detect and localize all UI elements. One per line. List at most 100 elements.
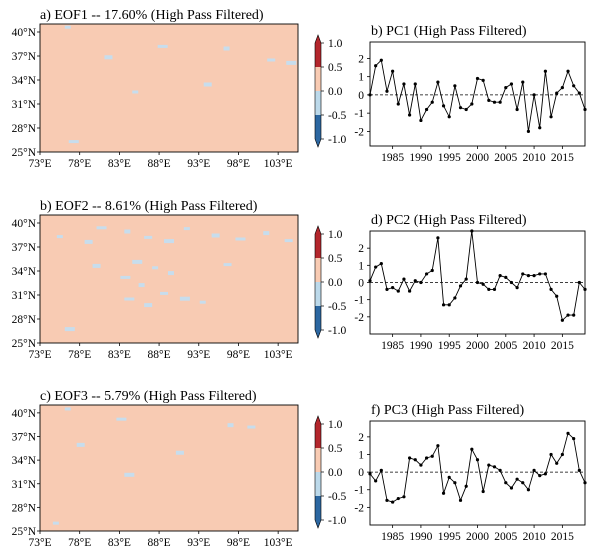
eof2-colorbar-label: -1.0 [328,325,346,337]
eof3-colorbar-label: 0.0 [328,467,343,479]
eof2-colorbar-label: 0.0 [328,277,343,289]
eof1-ytick-label: 28°N [12,123,37,135]
pc1-data-point [555,91,559,95]
eof2-ytick-label: 37°N [12,242,37,254]
eof2-patch [284,239,293,243]
pc3-data-point [396,496,400,501]
pc3-data-point [458,498,463,502]
pc1-data-point [396,102,400,106]
pc3-data-point [538,474,542,478]
pc2-xtick-label: 1985 [381,340,404,352]
eof1-patch [203,82,212,87]
pc1-data-point [577,91,581,95]
pc2-data-point [532,274,536,278]
eof2-patch [152,266,159,270]
pc1-data-point [538,126,542,130]
pc1-data-point [408,113,412,117]
pc1-data-point [424,107,429,112]
eof1-xtick-label: 98°E [227,158,250,170]
pc3-data-point [413,458,417,462]
eof3-xtick-label: 78°E [68,537,91,549]
pc1-data-point [379,58,383,62]
pc1-xtick-label: 2010 [523,152,546,164]
pc1-data-point [566,69,570,73]
eof2-patch [179,296,190,301]
pc2-data-point [538,272,542,276]
pc3-data-point [391,500,395,504]
pc2-data-point [385,287,389,291]
eof3-xtick-label: 98°E [227,537,250,549]
eof2-patch [235,237,246,241]
eof2-colorbar-extend-top [315,226,321,234]
pc2-data-point [447,303,451,307]
eof2-ytick-label: 28°N [12,314,37,326]
pc1-xtick-label: 1985 [381,152,404,164]
pc1-data-point [453,84,457,88]
pc2-data-point [492,287,497,291]
pc1-data-point [413,82,417,86]
pc3-ytick-label: 1 [358,449,364,461]
pc3-data-point [577,468,581,472]
eof3-patch [247,425,256,429]
eof1-colorbar-extend-top [315,35,321,43]
eof2-ytick-label: 31°N [12,290,37,302]
eof1-ytick-label: 40°N [12,27,37,39]
eof2-patch [120,275,131,279]
pc2-ytick-label: 2 [358,243,364,255]
pc2-data-point [487,287,491,291]
pc2-data-point [430,268,434,273]
eof3-xtick-label: 103°E [264,537,293,549]
pc2-data-point [441,303,446,307]
eof3-ytick-label: 37°N [12,432,37,444]
pc1-data-point [385,89,389,93]
pc3-xtick-label: 2000 [466,531,489,543]
pc2-data-point [504,275,508,279]
pc3-data-point [515,477,519,481]
eof3-xtick-label: 83°E [108,537,131,549]
pc3-data-point [475,458,480,462]
pc2-data-point [396,289,400,293]
pc1-xtick-label: 2000 [466,152,489,164]
eof2-patch [164,239,175,244]
pc3-data-point [385,498,389,502]
pc1-data-point [447,115,451,119]
eof1-xtick-label: 88°E [148,158,171,170]
eof3-patch [116,417,127,421]
pc2-data-point [453,296,457,300]
pc1-data-point [458,106,463,110]
pc1-data-point [436,80,440,84]
pc1-xtick-label: 1990 [409,152,432,164]
pc2-data-point [458,284,463,288]
eof3-frame [39,404,299,532]
eof2-colorbar-label: 0.5 [328,253,343,265]
eof2-field [40,215,298,343]
eof2-patch [144,235,153,239]
pc1-data-point [515,107,519,112]
pc3-data-point [441,491,446,495]
eof2-ytick-label: 25°N [12,338,37,350]
eof1-patch [64,25,71,29]
eof1-patch [104,55,113,60]
pc1-data-point [549,115,553,119]
eof2-patch [124,229,131,234]
pc1-data-point [509,82,514,86]
pc2-data-point [464,277,468,281]
pc1-data-point [430,100,434,104]
pc3-ytick-label: -1 [354,485,364,497]
eof2-patch [92,263,101,268]
eof1-patch [157,44,168,48]
eof2-patch [263,231,270,236]
eof1-ytick-label: 25°N [12,147,37,159]
pc1-data-point [543,69,547,73]
eof3-colorbar-label: -0.5 [328,491,346,503]
eof2-xtick-label: 88°E [148,349,171,361]
pc2-ytick-label: 1 [358,260,364,272]
eof2-patch [167,271,174,276]
pc1-data-point [481,78,485,82]
pc2-ytick-label: -1 [354,295,364,307]
pc2-xtick-label: 1995 [438,340,461,352]
pc3-data-point [572,437,576,441]
eof2-patch [132,259,143,264]
eof1-ytick-label: 37°N [12,51,37,63]
